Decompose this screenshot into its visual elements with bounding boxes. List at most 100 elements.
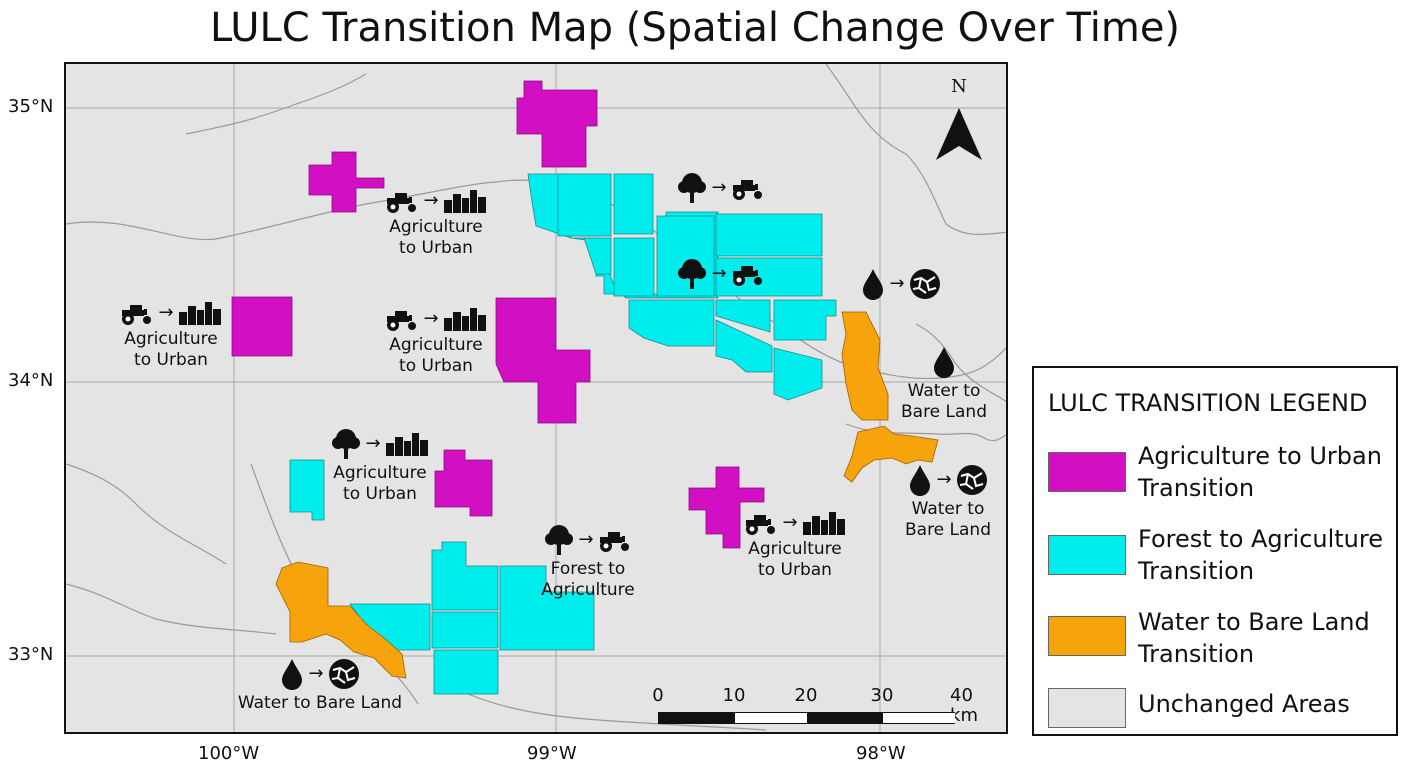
cracked-soil-icon xyxy=(909,269,940,299)
legend-swatch xyxy=(1048,616,1126,656)
arrow-icon: → xyxy=(158,302,174,323)
legend-swatch xyxy=(1048,688,1126,728)
forest-agri-patch xyxy=(289,459,325,521)
annotation-line1: Agriculture xyxy=(389,217,483,237)
forest-agri-patch xyxy=(773,299,837,341)
annotation-agri-urban-2: → Agriculture to Urban xyxy=(106,300,236,371)
legend-item-water-bare: Water to Bare Land Transition xyxy=(1048,606,1388,676)
scale-tick: 10 xyxy=(722,685,746,706)
annotation-agri-urban-4: → Agriculture to Urban xyxy=(320,428,440,505)
arrow-icon: → xyxy=(578,529,594,550)
forest-agri-patch xyxy=(715,299,771,333)
annotation-line1: Agriculture xyxy=(333,463,427,483)
annotation-line2: to Urban xyxy=(758,560,832,580)
annotation-line1: Agriculture xyxy=(389,335,483,355)
legend-label: Transition xyxy=(1138,474,1255,502)
annotation-line2: to Urban xyxy=(134,350,208,370)
annotation-line1: Forest to xyxy=(550,559,626,579)
annotation-line2: to Urban xyxy=(399,356,473,376)
scale-bar-graphic xyxy=(658,712,955,724)
map-frame[interactable]: N → Agriculture to Urban → Agriculture t… xyxy=(64,62,1008,734)
annotation-line2: Bare Land xyxy=(904,520,991,540)
legend-label: Forest to Agriculture xyxy=(1138,525,1383,553)
scale-tick: 30 xyxy=(870,685,894,706)
agri-urban-patch xyxy=(495,297,591,424)
tree-icon xyxy=(332,429,361,459)
city-icon xyxy=(802,512,845,535)
scale-tick: 0 xyxy=(652,685,664,706)
lon-label-100w: 100°W xyxy=(198,743,260,764)
cracked-soil-icon xyxy=(956,465,987,495)
forest-agri-patch xyxy=(613,237,655,297)
legend-label: Agriculture to Urban xyxy=(1138,442,1382,470)
city-icon xyxy=(443,308,486,331)
legend-item-forest-agri: Forest to Agriculture Transition xyxy=(1048,523,1388,593)
tree-icon xyxy=(678,173,707,203)
forest-agri-patch xyxy=(499,565,595,651)
agri-urban-patch xyxy=(688,466,765,549)
north-label: N xyxy=(951,76,967,97)
tree-icon xyxy=(545,525,574,555)
annotation-agri-urban-5: → Agriculture to Urban xyxy=(730,510,860,581)
city-icon xyxy=(443,190,486,213)
agri-urban-patch xyxy=(516,80,598,168)
map-canvas xyxy=(66,64,1006,732)
agri-urban-patch xyxy=(231,296,293,357)
city-icon xyxy=(385,433,428,456)
annotation-water-bare-3: → Water to Bare Land xyxy=(230,658,410,714)
annotation-line1: Agriculture xyxy=(748,539,842,559)
arrow-icon: → xyxy=(423,308,439,329)
water-bare-polygons xyxy=(275,311,939,679)
arrow-icon: → xyxy=(889,273,905,294)
forest-agri-patch xyxy=(773,347,823,401)
arrow-icon: → xyxy=(782,512,798,533)
drop-icon xyxy=(863,269,884,300)
map-title: LULC Transition Map (Spatial Change Over… xyxy=(209,5,1181,51)
arrow-icon: → xyxy=(308,663,324,684)
tractor-icon xyxy=(122,305,152,325)
lon-label-98w: 98°W xyxy=(856,743,906,764)
icon-group-forest-agri-2: → xyxy=(666,172,776,207)
forest-agri-patch xyxy=(715,319,773,373)
agri-urban-patch xyxy=(308,151,385,213)
forest-agri-polygons xyxy=(289,173,837,695)
annotation-water-bare-2: → Water to Bare Land xyxy=(892,464,1004,541)
legend-label: Unchanged Areas xyxy=(1138,690,1350,718)
tractor-icon xyxy=(599,532,629,552)
north-arrow-shape xyxy=(936,108,982,160)
scale-tick: 40 km xyxy=(950,685,978,726)
drop-icon xyxy=(934,347,954,378)
tractor-icon xyxy=(732,180,762,200)
arrow-icon: → xyxy=(711,177,727,198)
forest-agri-patch xyxy=(557,173,612,237)
water-bare-patch xyxy=(843,425,939,483)
forest-agri-patch xyxy=(613,173,654,235)
legend-item-agri-urban: Agriculture to Urban Transition xyxy=(1048,440,1388,510)
tractor-icon xyxy=(387,311,417,331)
forest-agri-patch xyxy=(433,649,499,695)
legend-swatch xyxy=(1048,535,1126,575)
annotation-line1: Water to Bare Land xyxy=(237,693,403,713)
city-icon xyxy=(178,302,221,325)
annotation-line2: Agriculture xyxy=(541,580,635,600)
legend-title: LULC TRANSITION LEGEND xyxy=(1048,389,1368,417)
lon-label-99w: 99°W xyxy=(527,743,577,764)
legend-swatch xyxy=(1048,452,1126,492)
legend-label: Transition xyxy=(1138,640,1255,668)
legend-label: Water to Bare Land xyxy=(1138,608,1370,636)
annotation-agri-urban-3: → Agriculture to Urban xyxy=(366,306,506,377)
legend-item-unchanged: Unchanged Areas xyxy=(1048,684,1388,728)
forest-agri-patch xyxy=(583,237,612,275)
tractor-icon xyxy=(732,266,762,286)
annotation-line1: Water to xyxy=(911,499,985,519)
arrow-icon: → xyxy=(711,263,727,284)
annotation-agri-urban-1: → Agriculture to Urban xyxy=(366,188,506,259)
annotation-line2: to Urban xyxy=(399,238,473,258)
forest-agri-patch xyxy=(715,213,823,257)
annotation-line1: Water to xyxy=(907,381,981,401)
tree-icon xyxy=(678,259,707,289)
agri-urban-patch xyxy=(434,449,493,517)
icon-group-water-bare-4: → xyxy=(846,268,956,303)
arrow-icon: → xyxy=(936,469,952,490)
annotation-forest-agri-1: → Forest to Agriculture xyxy=(528,524,648,601)
